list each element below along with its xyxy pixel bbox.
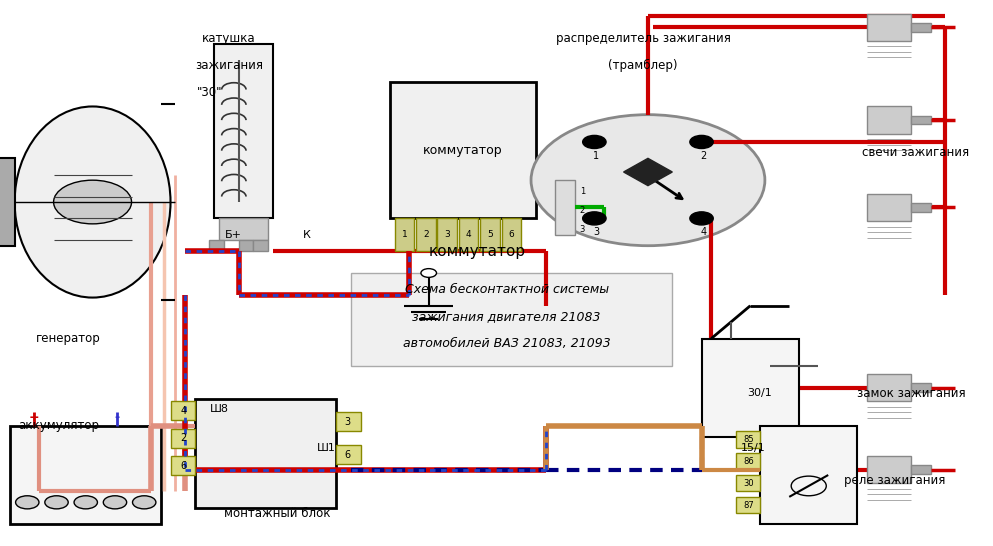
Text: 2: 2 bbox=[700, 151, 707, 161]
Circle shape bbox=[54, 180, 131, 224]
Bar bbox=[736, 475, 760, 491]
Bar bbox=[911, 383, 930, 392]
Bar bbox=[171, 401, 195, 420]
Bar bbox=[760, 426, 857, 524]
Circle shape bbox=[421, 269, 437, 277]
Bar bbox=[459, 218, 479, 251]
Text: 1: 1 bbox=[401, 230, 407, 239]
Text: 3: 3 bbox=[580, 225, 585, 234]
Bar bbox=[867, 194, 911, 221]
Bar bbox=[501, 218, 521, 251]
Bar bbox=[394, 218, 414, 251]
Text: Б+: Б+ bbox=[225, 230, 242, 240]
Text: свечи зажигания: свечи зажигания bbox=[862, 146, 969, 159]
Bar bbox=[481, 218, 499, 251]
Text: зажигания: зажигания bbox=[195, 59, 263, 72]
Text: 4: 4 bbox=[180, 406, 187, 416]
Bar bbox=[171, 429, 195, 448]
Text: 1: 1 bbox=[580, 187, 585, 195]
Bar bbox=[911, 116, 930, 124]
Bar bbox=[701, 339, 799, 437]
Text: 3: 3 bbox=[345, 417, 351, 427]
Bar bbox=[253, 240, 268, 251]
Circle shape bbox=[103, 496, 127, 509]
Text: 85: 85 bbox=[743, 435, 754, 444]
Bar bbox=[219, 218, 268, 240]
Text: -: - bbox=[114, 411, 119, 424]
Bar bbox=[195, 399, 337, 508]
Text: 2: 2 bbox=[580, 206, 585, 215]
Text: 4: 4 bbox=[466, 230, 472, 239]
Text: реле зажигания: реле зажигания bbox=[844, 474, 945, 487]
Text: 30/1: 30/1 bbox=[748, 388, 773, 398]
Text: 15/1: 15/1 bbox=[741, 443, 766, 453]
Bar bbox=[389, 82, 536, 218]
Bar bbox=[911, 23, 930, 32]
Polygon shape bbox=[624, 158, 672, 186]
Text: 30: 30 bbox=[743, 479, 754, 488]
Text: 4: 4 bbox=[700, 227, 707, 237]
Bar bbox=[210, 240, 224, 251]
Bar bbox=[867, 374, 911, 401]
Bar bbox=[867, 106, 911, 134]
Text: 2: 2 bbox=[180, 434, 187, 443]
Circle shape bbox=[583, 135, 606, 149]
Text: коммутатор: коммутатор bbox=[429, 244, 526, 259]
Bar bbox=[867, 14, 911, 41]
Text: +: + bbox=[29, 411, 40, 424]
Bar bbox=[238, 240, 253, 251]
Text: 6: 6 bbox=[508, 230, 514, 239]
Text: Схема бесконтактной системы: Схема бесконтактной системы bbox=[404, 283, 609, 296]
Text: катушка: катушка bbox=[203, 32, 256, 45]
Circle shape bbox=[690, 135, 713, 149]
Text: Ш8: Ш8 bbox=[210, 405, 228, 414]
Bar bbox=[736, 453, 760, 470]
Bar bbox=[171, 456, 195, 475]
Bar bbox=[337, 445, 360, 464]
Text: 5: 5 bbox=[488, 230, 493, 239]
Ellipse shape bbox=[15, 106, 171, 298]
Circle shape bbox=[16, 496, 39, 509]
Circle shape bbox=[45, 496, 69, 509]
Text: 86: 86 bbox=[743, 457, 754, 466]
Bar bbox=[867, 456, 911, 483]
Circle shape bbox=[690, 212, 713, 225]
Text: (трамблер): (трамблер) bbox=[609, 59, 678, 72]
Text: автомобилей ВАЗ 21083, 21093: автомобилей ВАЗ 21083, 21093 bbox=[403, 337, 611, 351]
Bar bbox=[911, 203, 930, 212]
Text: зажигания двигателя 21083: зажигания двигателя 21083 bbox=[412, 310, 601, 323]
Circle shape bbox=[132, 496, 156, 509]
Text: монтажный блок: монтажный блок bbox=[224, 507, 331, 520]
Text: замок зажигания: замок зажигания bbox=[857, 387, 966, 400]
Text: Ш1: Ш1 bbox=[317, 443, 336, 453]
Text: коммутатор: коммутатор bbox=[423, 144, 502, 157]
Text: 2: 2 bbox=[423, 230, 429, 239]
Circle shape bbox=[583, 212, 606, 225]
Text: 1: 1 bbox=[593, 151, 600, 161]
Text: 6: 6 bbox=[345, 450, 351, 460]
Bar bbox=[351, 273, 672, 366]
Bar bbox=[214, 44, 273, 218]
Bar bbox=[337, 412, 360, 431]
Bar bbox=[911, 465, 930, 474]
Text: генератор: генератор bbox=[36, 332, 100, 345]
Bar bbox=[0, 158, 15, 246]
Bar bbox=[10, 426, 161, 524]
Text: распределитель зажигания: распределитель зажигания bbox=[556, 32, 731, 45]
Text: "30": "30" bbox=[197, 86, 222, 99]
Circle shape bbox=[531, 115, 765, 246]
Bar bbox=[438, 218, 457, 251]
Bar bbox=[736, 431, 760, 448]
Circle shape bbox=[74, 496, 97, 509]
Bar bbox=[555, 180, 575, 235]
Text: 3: 3 bbox=[444, 230, 450, 239]
Text: аккумулятор: аккумулятор bbox=[18, 419, 99, 432]
Text: 6: 6 bbox=[180, 461, 187, 471]
Text: К: К bbox=[303, 230, 311, 240]
Text: 87: 87 bbox=[743, 501, 754, 509]
Bar bbox=[736, 497, 760, 513]
Text: 3: 3 bbox=[593, 227, 600, 237]
Bar bbox=[416, 218, 436, 251]
